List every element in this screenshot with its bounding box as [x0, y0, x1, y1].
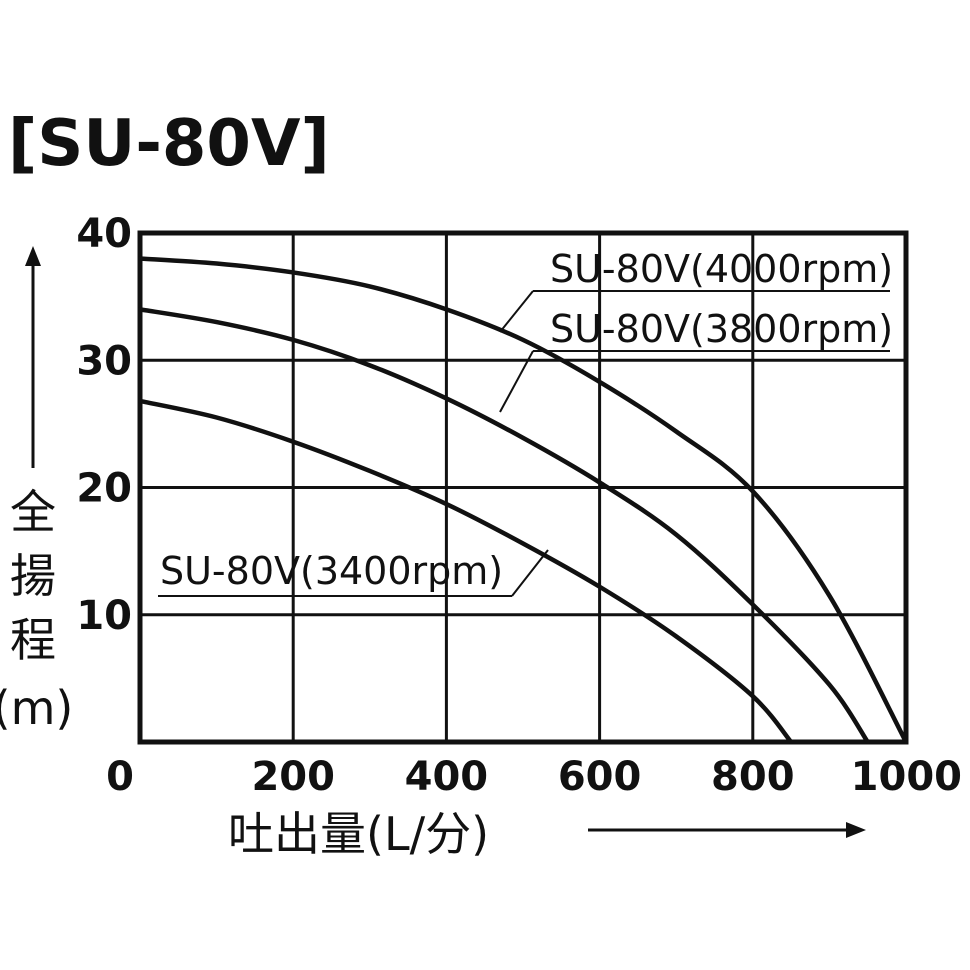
x-tick-label: 800	[711, 754, 795, 800]
series-label-1: SU-80V(3800rpm)	[550, 307, 893, 351]
series-curve-1	[137, 307, 870, 745]
chart-title: [SU-80V]	[8, 107, 330, 181]
grid-lines	[140, 233, 906, 742]
x-tick-label: 600	[558, 754, 642, 800]
series-label-2: SU-80V(3400rpm)	[160, 549, 503, 593]
series-curve-0	[137, 256, 909, 745]
series-leaders	[158, 290, 890, 597]
y-axis-label-char: 全	[10, 485, 56, 539]
y-axis-label-char: 程	[10, 613, 56, 667]
series-curves	[137, 256, 909, 745]
plot-frame	[137, 230, 909, 745]
series-leader-line-2	[511, 549, 549, 597]
series-labels: SU-80V(4000rpm) SU-80V(3800rpm) SU-80V(340…	[160, 247, 893, 593]
y-axis-label-char: (m)	[0, 681, 73, 735]
y-tick-label: 30	[76, 338, 132, 384]
series-leader-line-0	[499, 290, 534, 333]
y-axis-arrow-head	[25, 246, 41, 266]
y-tick-labels: 10 20 30 40	[76, 211, 132, 639]
y-axis-label: 全揚程 (m)	[0, 485, 73, 735]
x-tick-label: 1000	[851, 754, 962, 800]
x-axis-label: 吐出量(L/分)	[228, 807, 489, 861]
y-tick-label: 40	[76, 211, 132, 257]
x-tick-labels: 0 200 400 600 800 1000	[106, 754, 962, 800]
y-axis-label-char: 揚	[10, 549, 56, 603]
y-tick-label: 10	[76, 593, 132, 639]
x-tick-label: 200	[251, 754, 335, 800]
series-curve-2	[137, 398, 794, 745]
y-tick-label: 20	[76, 466, 132, 512]
series-leader-line-1	[499, 350, 534, 413]
x-axis-arrow-head	[846, 822, 866, 838]
x-tick-label: 0	[106, 754, 134, 800]
series-label-0: SU-80V(4000rpm)	[550, 247, 893, 291]
x-tick-label: 400	[405, 754, 489, 800]
